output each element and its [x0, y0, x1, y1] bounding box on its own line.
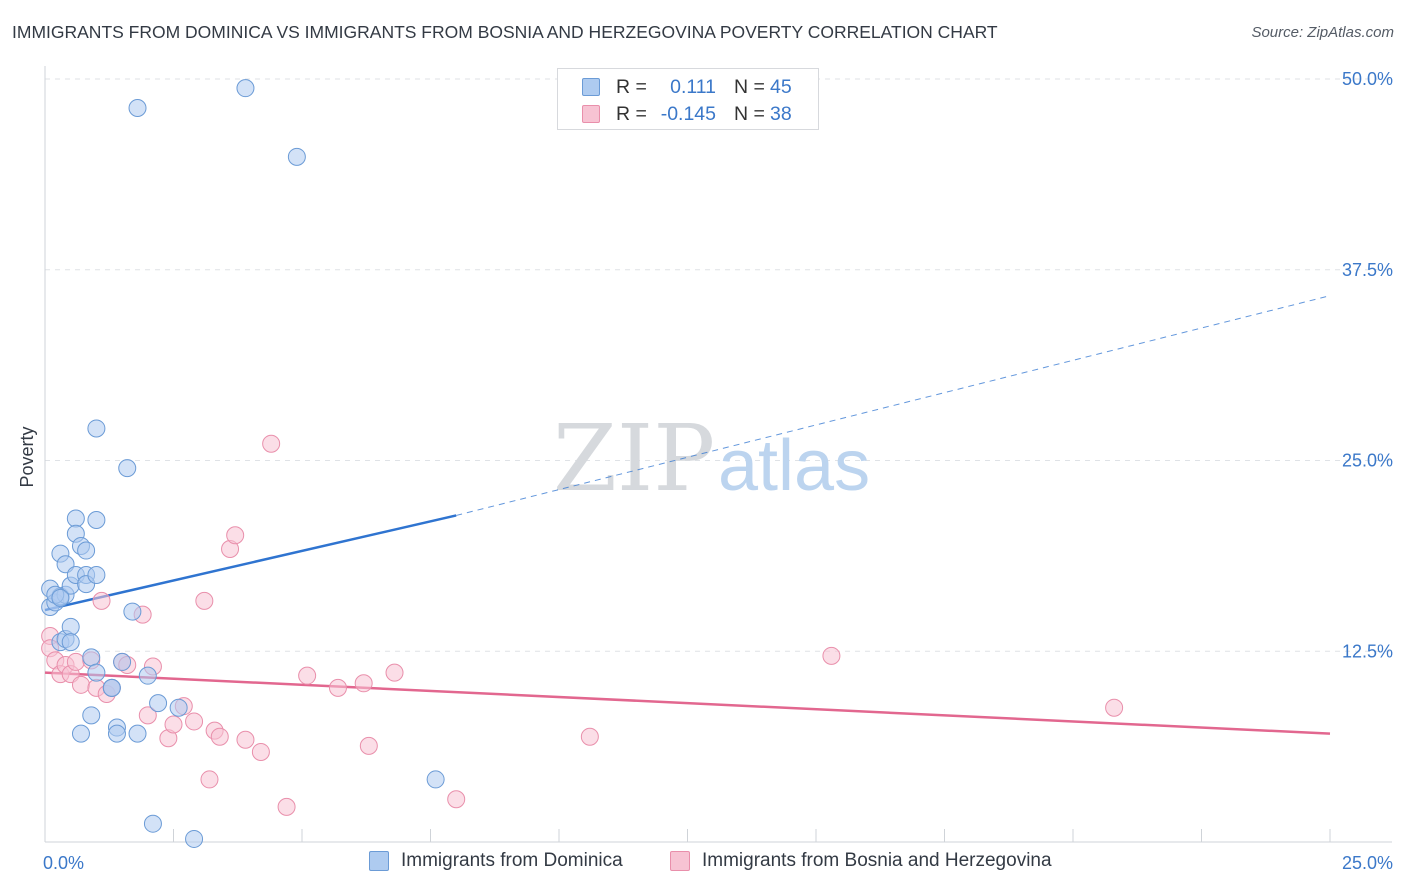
point-bosnia — [195, 591, 214, 610]
watermark-atlas: atlas — [718, 426, 870, 506]
point-bosnia — [210, 727, 229, 746]
point-dominica — [87, 565, 106, 584]
y-tick-label: 37.5% — [1342, 260, 1393, 280]
y-tick-labels: 12.5% 25.0% 37.5% 50.0% — [1342, 69, 1393, 661]
legend-n-label: N = — [734, 102, 765, 125]
correlation-legend: R = 0.111 N = 45 R = -0.145 N = 38 — [557, 68, 819, 130]
point-dominica — [71, 724, 90, 743]
point-dominica — [87, 511, 106, 530]
point-bosnia — [66, 652, 85, 671]
point-bosnia — [164, 715, 183, 734]
point-dominica — [66, 509, 85, 528]
point-dominica — [138, 666, 157, 685]
trend-line-bosnia — [44, 671, 1331, 735]
point-dominica — [77, 541, 96, 560]
point-bosnia — [262, 434, 281, 453]
y-tick-label: 12.5% — [1342, 641, 1393, 661]
point-bosnia — [447, 790, 466, 809]
point-dominica — [128, 98, 147, 117]
point-bosnia — [1105, 698, 1124, 717]
point-dominica — [123, 602, 142, 621]
chart-title: IMMIGRANTS FROM DOMINICA VS IMMIGRANTS F… — [12, 22, 998, 42]
point-dominica — [51, 588, 70, 607]
point-dominica — [82, 706, 101, 725]
x-tick-label: 0.0% — [43, 853, 84, 873]
trend-lines — [44, 295, 1331, 735]
point-bosnia — [354, 674, 373, 693]
point-bosnia — [236, 730, 255, 749]
series-legend: Immigrants from Dominica Immigrants from… — [0, 850, 1406, 878]
point-dominica — [61, 633, 80, 652]
point-bosnia — [92, 591, 111, 610]
legend-label-dominica: Immigrants from Dominica — [401, 850, 623, 871]
point-bosnia — [138, 706, 157, 725]
y-axis-label: Poverty — [17, 426, 37, 487]
legend-n-label: N = — [734, 75, 765, 98]
data-points — [41, 79, 1124, 848]
point-bosnia — [328, 678, 347, 697]
point-dominica — [426, 770, 445, 789]
x-tick-label: 25.0% — [1342, 853, 1393, 873]
legend-swatch-bosnia — [670, 851, 690, 871]
point-dominica — [61, 617, 80, 636]
legend-item-bosnia[interactable]: Immigrants from Bosnia and Herzegovina — [670, 850, 1052, 872]
point-bosnia — [226, 526, 245, 545]
legend-r-label: R = — [616, 75, 647, 98]
point-dominica — [118, 459, 137, 478]
point-dominica — [107, 724, 126, 743]
y-tick-label: 25.0% — [1342, 451, 1393, 471]
legend-item-dominica[interactable]: Immigrants from Dominica — [369, 850, 623, 872]
point-dominica — [287, 147, 306, 166]
point-bosnia — [822, 646, 841, 665]
legend-label-bosnia: Immigrants from Bosnia and Herzegovina — [702, 850, 1052, 871]
axes — [44, 66, 1392, 843]
legend-n-value: 38 — [770, 102, 792, 125]
point-bosnia — [277, 797, 296, 816]
point-bosnia — [359, 736, 378, 755]
point-bosnia — [200, 770, 219, 789]
legend-row-bosnia: R = -0.145 N = 38 — [582, 101, 792, 127]
point-dominica — [185, 829, 204, 848]
point-bosnia — [185, 712, 204, 731]
legend-r-value: -0.145 — [660, 102, 716, 125]
point-dominica — [87, 419, 106, 438]
grid — [45, 78, 1392, 652]
legend-swatch-dominica — [582, 78, 600, 96]
point-dominica — [149, 694, 168, 713]
legend-swatch-bosnia — [582, 105, 600, 123]
point-dominica — [169, 698, 188, 717]
chart-source: Source: ZipAtlas.com — [1251, 24, 1394, 41]
trend-line-dominica-projection — [456, 295, 1331, 516]
point-dominica — [113, 652, 132, 671]
legend-r-value: 0.111 — [670, 75, 716, 98]
point-dominica — [143, 814, 162, 833]
point-bosnia — [251, 742, 270, 761]
y-tick-label: 50.0% — [1342, 69, 1393, 89]
point-bosnia — [71, 675, 90, 694]
x-tick-labels: 0.0% 25.0% — [43, 853, 1393, 873]
legend-swatch-dominica — [369, 851, 389, 871]
point-dominica — [128, 724, 147, 743]
trend-line-dominica — [44, 514, 457, 612]
point-bosnia — [385, 663, 404, 682]
point-bosnia — [580, 727, 599, 746]
point-dominica — [82, 648, 101, 667]
watermark-zip: ZIP — [553, 405, 715, 512]
point-dominica — [102, 678, 121, 697]
point-dominica — [236, 79, 255, 98]
point-dominica — [87, 663, 106, 682]
legend-n-value: 45 — [770, 75, 792, 98]
legend-r-label: R = — [616, 102, 647, 125]
legend-row-dominica: R = 0.111 N = 45 — [582, 74, 792, 100]
point-bosnia — [298, 666, 317, 685]
